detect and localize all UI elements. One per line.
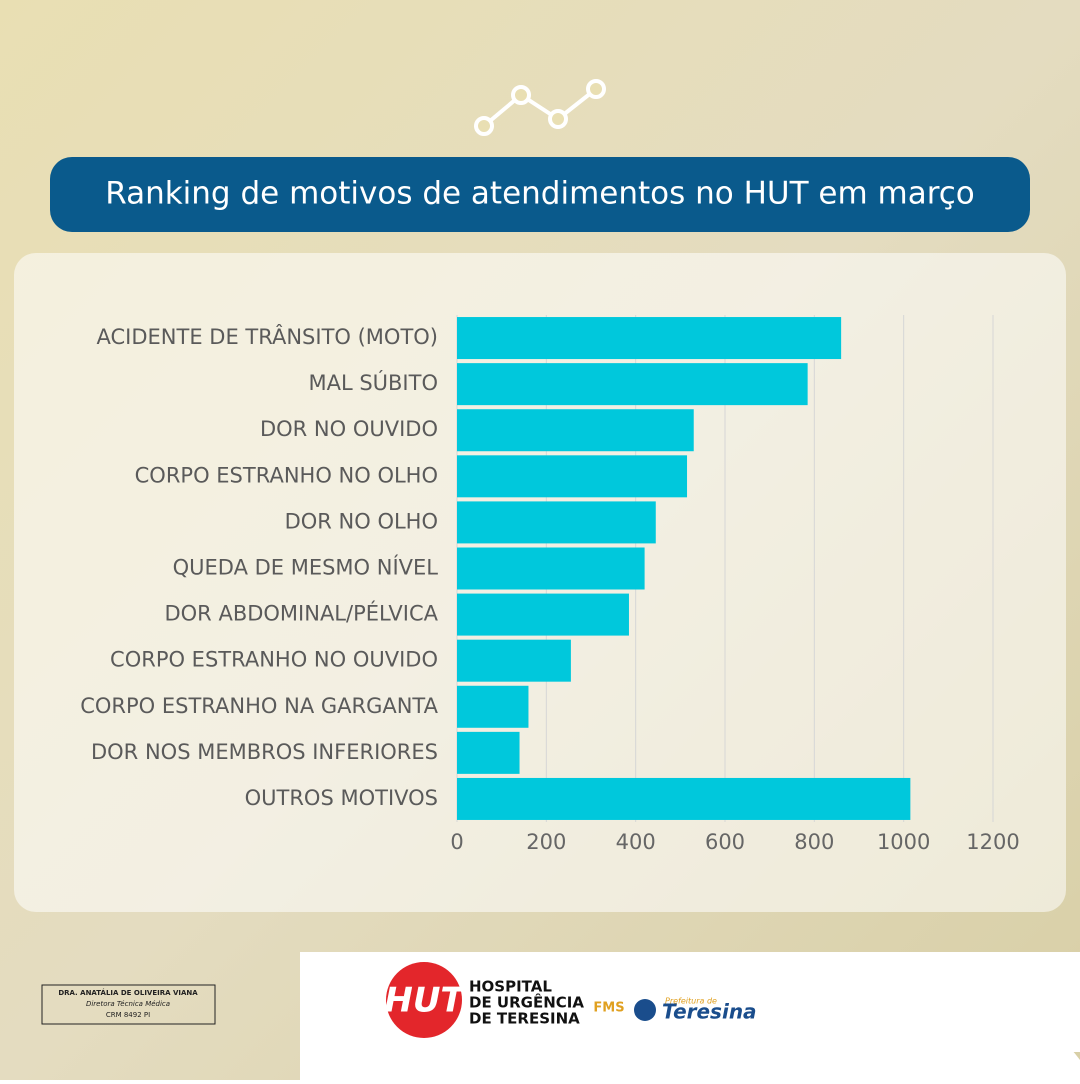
bar [457, 685, 529, 728]
y-tick-label: DOR NOS MEMBROS INFERIORES [91, 740, 438, 764]
x-tick-label: 1200 [966, 830, 1019, 854]
bar [457, 731, 520, 774]
hut-logo: HUT [384, 981, 466, 1021]
signature-box [41, 984, 216, 1025]
fms-logo: FMS [593, 1001, 624, 1016]
coat-of-arms [634, 999, 656, 1021]
signature-role: Diretora Técnica Médica [86, 1000, 170, 1008]
hospital-line: DE TERESINA [469, 1010, 580, 1028]
bar [457, 547, 645, 590]
signature-name: DRA. ANATÁLIA DE OLIVEIRA VIANA [58, 988, 198, 997]
x-tick-label: 800 [794, 830, 834, 854]
bar [457, 639, 571, 682]
bar [457, 593, 629, 636]
x-tick-label: 0 [450, 830, 463, 854]
y-tick-label: DOR NO OUVIDO [260, 417, 438, 441]
y-tick-label: DOR ABDOMINAL/PÉLVICA [164, 601, 438, 626]
x-tick-label: 200 [526, 830, 566, 854]
y-tick-label: CORPO ESTRANHO NA GARGANTA [80, 694, 438, 718]
bar [457, 777, 911, 820]
hospital-line: HOSPITAL [469, 978, 552, 996]
x-tick-label: 1000 [877, 830, 930, 854]
hospital-line: DE URGÊNCIA [469, 993, 584, 1012]
y-tick-label: DOR NO OLHO [285, 509, 438, 533]
chart-title: Ranking de motivos de atendimentos no HU… [105, 176, 975, 212]
y-tick-label: CORPO ESTRANHO NO OLHO [135, 463, 438, 487]
y-tick-label: ACIDENTE DE TRÂNSITO (MOTO) [97, 324, 438, 349]
x-tick-label: 600 [705, 830, 745, 854]
prefeitura-label: Prefeitura de [665, 997, 717, 1006]
city-logo: Teresina [662, 1000, 757, 1024]
bar [457, 363, 808, 406]
y-tick-label: CORPO ESTRANHO NO OUVIDO [110, 648, 438, 672]
bar [457, 317, 842, 360]
title-pill [50, 157, 1030, 232]
y-tick-label: OUTROS MOTIVOS [245, 786, 438, 810]
y-tick-label: QUEDA DE MESMO NÍVEL [173, 555, 439, 580]
plot: 0 200 400 600 800 1000 1200 ACIDENTE DE TRÂNSIT… [80, 315, 1020, 854]
x-tick-label: 400 [616, 830, 656, 854]
chart-icon [474, 79, 606, 136]
hut-logo-circle [386, 962, 462, 1038]
signature-crm: CRM 8492 PI [106, 1011, 150, 1019]
bar [457, 409, 694, 452]
bar [457, 501, 656, 544]
bar [457, 455, 688, 498]
y-tick-label: MAL SÚBITO [308, 370, 438, 395]
